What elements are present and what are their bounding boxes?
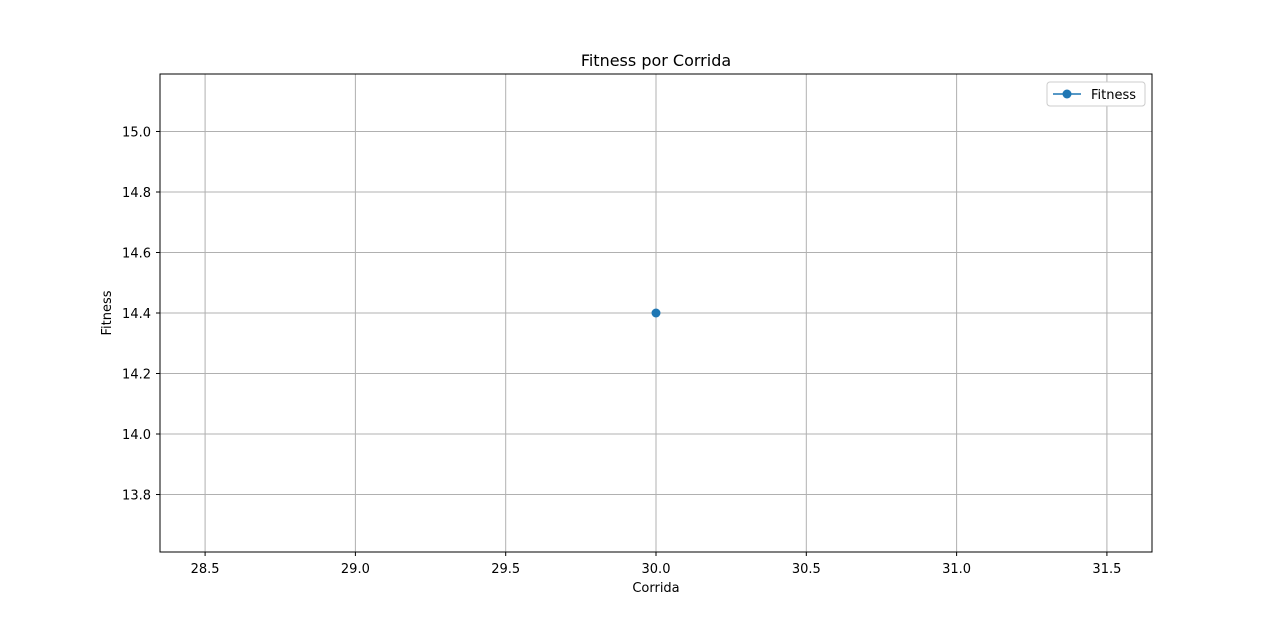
x-tick-label: 29.5 xyxy=(491,562,520,577)
y-tick-label: 14.2 xyxy=(122,368,151,383)
x-tick-label: 29.0 xyxy=(341,562,370,577)
x-tick-label: 31.5 xyxy=(1092,562,1121,577)
data-point xyxy=(651,308,661,318)
x-tick-label: 28.5 xyxy=(191,562,220,577)
x-axis-title: Corrida xyxy=(632,581,679,596)
y-tick-label: 14.6 xyxy=(122,246,151,261)
x-axis: 28.5 29.0 29.5 30.0 30.5 31.0 31.5 xyxy=(191,552,1121,577)
y-tick-label: 13.8 xyxy=(122,489,151,504)
y-axis: 13.8 14.0 14.2 14.4 14.6 14.8 15.0 xyxy=(122,125,160,504)
chart-title: Fitness por Corrida xyxy=(581,51,731,70)
series-layer xyxy=(651,308,661,318)
x-tick-label: 30.5 xyxy=(792,562,821,577)
x-tick-label: 31.0 xyxy=(942,562,971,577)
legend-box xyxy=(1046,81,1146,107)
y-tick-label: 14.0 xyxy=(122,428,151,443)
legend-marker xyxy=(1062,89,1072,99)
y-tick-label: 15.0 xyxy=(122,125,151,140)
y-tick-label: 14.4 xyxy=(122,307,151,322)
y-tick-label: 14.8 xyxy=(122,186,151,201)
y-axis-title: Fitness xyxy=(100,290,115,335)
legend-label: Fitness xyxy=(1091,88,1136,103)
legend: Fitness xyxy=(1046,81,1146,107)
x-tick-label: 30.0 xyxy=(642,562,671,577)
